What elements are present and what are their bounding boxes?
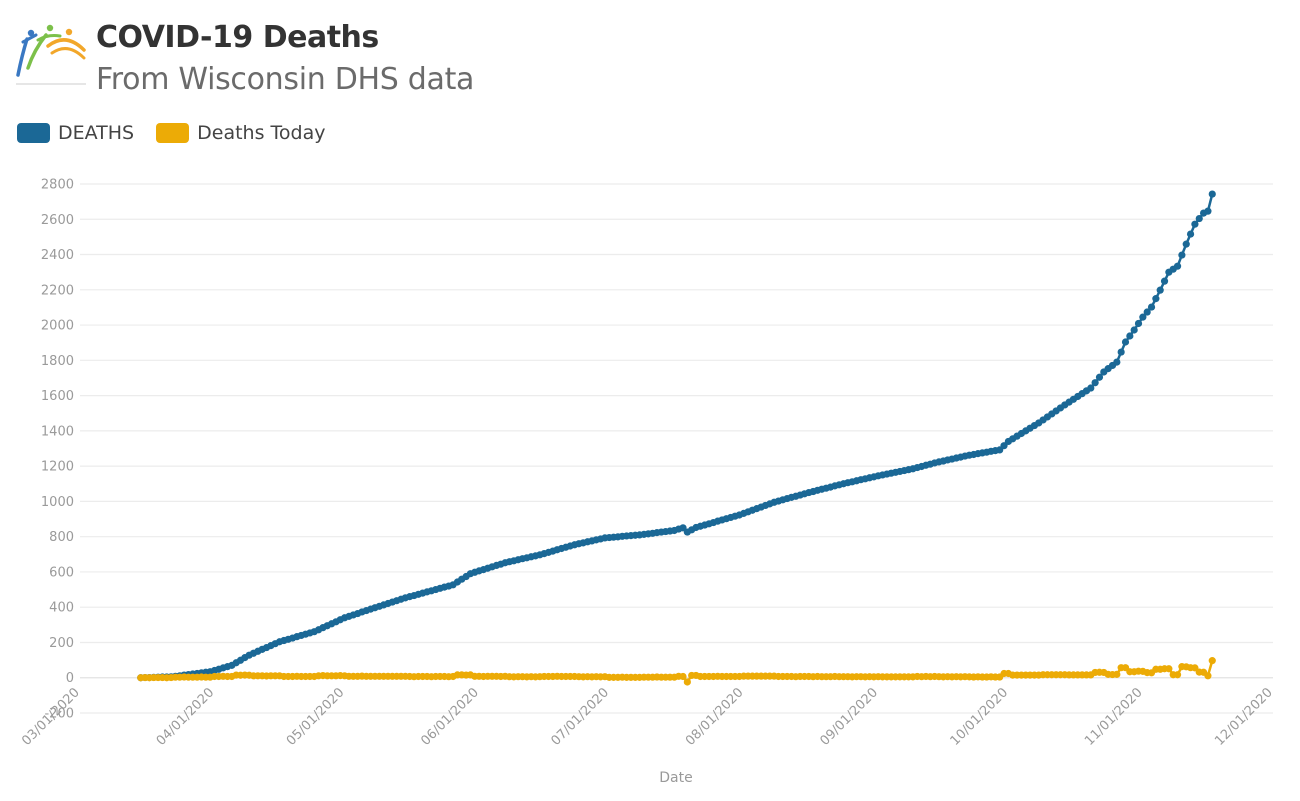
data-point[interactable] [1121,338,1130,346]
data-point[interactable] [1208,190,1216,198]
x-tick-label: 04/01/2020 [154,685,218,749]
data-point[interactable] [1173,671,1182,679]
y-tick-label: 1000 [41,495,74,510]
y-tick-label: 2200 [41,283,74,298]
legend-swatch-deaths [17,123,50,143]
y-tick-label: 800 [49,530,74,545]
data-point[interactable] [1178,251,1186,259]
data-point[interactable] [1204,207,1212,215]
chart-title: COVID-19 Deaths [96,20,379,55]
x-tick-label: 07/01/2020 [548,685,612,749]
y-tick-label: -200 [44,707,74,722]
y-tick-label: 2000 [41,319,74,334]
data-point[interactable] [1087,384,1095,392]
people-rainbow-logo-icon [16,24,86,85]
y-tick-label: 2600 [41,213,74,228]
legend-swatch-deaths-today [156,123,190,143]
legend-item-deaths-today[interactable]: Deaths Today [156,122,325,144]
data-point[interactable] [1182,240,1190,248]
x-tick-label: 10/01/2020 [948,685,1012,749]
x-tick-label: 09/01/2020 [817,685,881,749]
data-point[interactable] [679,672,687,681]
legend-label-deaths-today: Deaths Today [197,122,326,144]
y-axis-ticks: -200 0 200 400 600 800 1000 1200 1400 1600 1800 200… [41,178,74,722]
data-point[interactable] [683,678,691,686]
y-tick-label: 2400 [41,248,74,263]
data-point[interactable] [1204,672,1212,680]
series-deaths-today [137,657,1216,686]
x-tick-label: 08/01/2020 [683,685,747,749]
data-point[interactable] [1195,214,1203,223]
data-point[interactable] [1143,308,1151,316]
chart-subtitle: From Wisconsin DHS data [96,62,475,97]
data-point[interactable] [1208,657,1216,665]
data-point[interactable] [1165,665,1173,673]
legend-label-deaths: DEATHS [58,122,135,144]
y-tick-label: 1400 [41,424,74,439]
legend-item-deaths[interactable]: DEATHS [17,122,134,144]
series-deaths [137,190,1216,682]
data-point[interactable] [1091,379,1099,387]
data-point[interactable] [1139,313,1147,321]
x-axis-ticks: 03/01/2020 04/01/2020 05/01/2020 06/01/2020… [19,685,1276,749]
y-tick-label: 200 [49,636,74,651]
data-point[interactable] [1186,230,1195,238]
series-layer [137,190,1216,686]
data-point[interactable] [1113,358,1121,366]
data-point[interactable] [1147,303,1156,311]
data-point[interactable] [1152,295,1160,303]
x-tick-label: 06/01/2020 [418,685,482,749]
x-tick-label: 12/01/2020 [1212,685,1276,749]
x-tick-label: 11/01/2020 [1082,685,1146,749]
y-tick-label: 2800 [41,178,74,193]
y-tick-label: 600 [49,565,74,580]
y-tick-label: 1600 [41,389,74,404]
data-point[interactable] [1095,373,1104,381]
x-tick-label: 05/01/2020 [284,685,348,749]
y-tick-label: 1200 [41,460,74,475]
data-point[interactable] [1173,262,1182,270]
y-tick-label: 1800 [41,354,74,369]
series-line [140,193,1214,679]
y-tick-label: 0 [66,671,74,686]
data-point[interactable] [1160,277,1169,285]
y-tick-label: 400 [49,601,74,616]
data-point[interactable] [1130,326,1138,334]
legend: DEATHS Deaths Today [17,122,347,144]
data-point[interactable] [1126,332,1134,340]
data-point[interactable] [1134,319,1143,328]
x-axis-title: Date [659,770,692,786]
data-point[interactable] [1191,220,1199,228]
data-point[interactable] [1113,670,1121,678]
data-point[interactable] [1117,348,1125,356]
data-point[interactable] [1156,286,1164,294]
gridlines [80,183,1273,714]
